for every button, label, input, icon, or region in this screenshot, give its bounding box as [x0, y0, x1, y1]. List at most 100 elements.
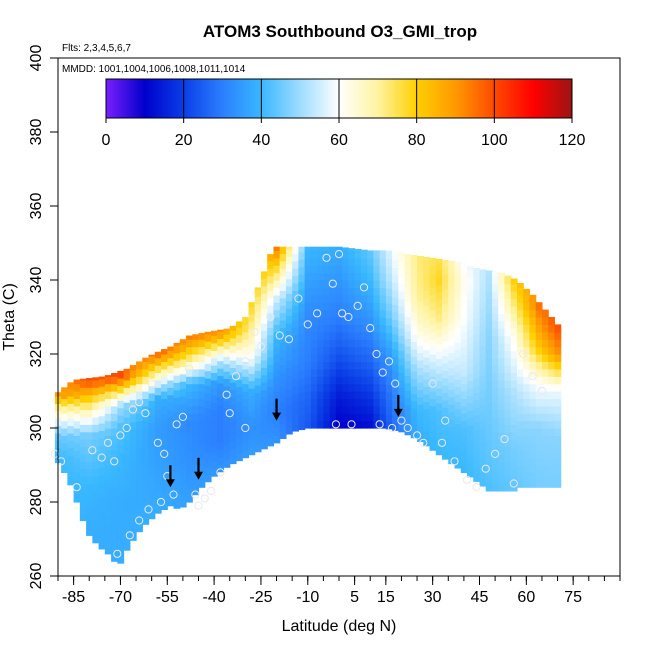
heatmap-cell	[467, 306, 474, 315]
heatmap-cell	[504, 483, 512, 492]
heatmap-cell	[104, 539, 112, 547]
heatmap-cell	[111, 428, 118, 436]
heatmap-cell	[392, 326, 399, 335]
heatmap-cell	[117, 429, 125, 438]
heatmap-cell	[210, 387, 218, 396]
heatmap-cell	[179, 432, 187, 441]
heatmap-cell	[304, 368, 312, 377]
heatmap-cell	[410, 415, 418, 424]
heatmap-cell	[248, 358, 256, 367]
x-tick-label: 15	[377, 589, 395, 606]
heatmap-cell	[298, 370, 306, 379]
heatmap-cell	[279, 349, 287, 358]
heatmap-cell	[379, 317, 387, 325]
heatmap-cell	[317, 265, 324, 274]
heatmap-cell	[186, 346, 193, 355]
heatmap-cell	[348, 250, 356, 259]
heatmap-cell	[167, 424, 175, 433]
heatmap-cell	[223, 363, 231, 372]
heatmap-cell	[498, 483, 506, 492]
heatmap-cell	[167, 446, 175, 455]
heatmap-cell	[485, 372, 493, 381]
heatmap-cell	[516, 472, 524, 481]
heatmap-cell	[136, 465, 143, 473]
heatmap-cell	[254, 362, 262, 371]
heatmap-cell	[498, 372, 506, 381]
heatmap-cell	[367, 391, 374, 399]
colorbar-tick-label: 40	[252, 132, 270, 149]
heatmap-cell	[392, 251, 399, 254]
heatmap-cell	[379, 302, 387, 311]
heatmap-cell	[235, 386, 243, 395]
heatmap-cell	[192, 442, 200, 451]
heatmap-cell	[510, 372, 518, 381]
heatmap-cell	[79, 490, 87, 499]
heatmap-cell	[98, 415, 106, 424]
heatmap-cell	[485, 402, 493, 411]
heatmap-cell	[392, 274, 399, 283]
heatmap-cell	[479, 278, 487, 287]
data-point	[372, 349, 381, 359]
heatmap-cell	[186, 487, 193, 496]
heatmap-cell	[123, 476, 131, 485]
heatmap-cell	[404, 301, 412, 310]
heatmap-cell	[117, 392, 125, 401]
heatmap-cell	[248, 336, 256, 345]
heatmap-cell	[467, 328, 474, 337]
data-point	[344, 312, 353, 322]
heatmap-cell	[186, 335, 193, 340]
heatmap-cell	[142, 509, 150, 518]
heatmap-cell	[148, 429, 156, 438]
heatmap-cell	[173, 448, 181, 457]
heatmap-cell	[454, 445, 462, 454]
y-axis-label: Theta (C)	[1, 283, 18, 351]
heatmap-cell	[92, 527, 100, 536]
heatmap-cell	[491, 394, 499, 403]
heatmap-cell	[529, 383, 537, 392]
heatmap-cell	[217, 329, 225, 332]
heatmap-cell	[61, 450, 68, 459]
heatmap-cell	[310, 302, 318, 311]
heatmap-cell	[367, 294, 374, 303]
heatmap-cell	[404, 254, 412, 258]
heatmap-cell	[104, 376, 112, 385]
heatmap-cell	[179, 381, 187, 390]
heatmap-cell	[123, 527, 131, 536]
heatmap-cell	[198, 435, 206, 444]
heatmap-cell	[417, 293, 424, 302]
heatmap-cell	[423, 430, 431, 439]
heatmap-cell	[104, 398, 112, 407]
heatmap-cell	[423, 327, 431, 336]
heatmap-cell	[92, 483, 100, 492]
heatmap-cell	[454, 275, 462, 284]
heatmap-cell	[273, 368, 281, 377]
heatmap-cell	[541, 354, 549, 362]
heatmap-cell	[467, 299, 474, 308]
heatmap-cell	[410, 400, 418, 409]
heatmap-cell	[304, 413, 312, 422]
heatmap-cell	[161, 450, 168, 459]
heatmap-cell	[248, 447, 256, 456]
heatmap-cell	[529, 398, 537, 407]
heatmap-cell	[198, 339, 206, 348]
heatmap-cell	[79, 424, 87, 433]
heatmap-cell	[117, 489, 125, 498]
heatmap-cell	[317, 302, 324, 311]
heatmap-cell	[111, 413, 118, 422]
heatmap-cell	[454, 386, 462, 395]
heatmap-cell	[254, 414, 262, 423]
heatmap-cell	[310, 331, 318, 340]
heatmap-cell	[79, 461, 87, 470]
heatmap-cell	[479, 419, 487, 428]
heatmap-cell	[136, 494, 143, 503]
heatmap-cell	[442, 288, 449, 297]
heatmap-cell	[111, 465, 118, 473]
heatmap-cell	[204, 341, 212, 350]
heatmap-cell	[385, 251, 393, 260]
heatmap-cell	[323, 413, 331, 422]
heatmap-cell	[554, 324, 562, 333]
down-arrow-icon	[194, 457, 203, 480]
data-point	[328, 279, 337, 288]
heatmap-cell	[448, 337, 456, 346]
heatmap-cell	[229, 441, 237, 450]
